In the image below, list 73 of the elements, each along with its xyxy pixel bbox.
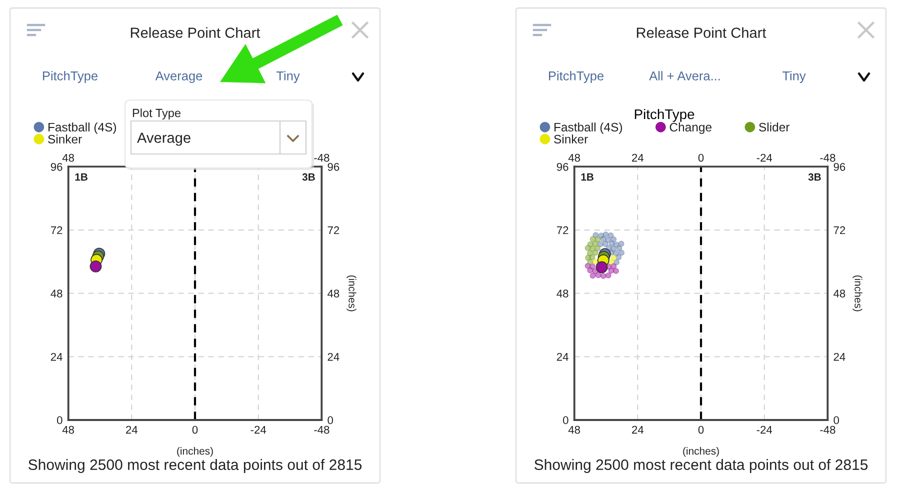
text: PitchType xyxy=(42,71,98,83)
text: Average xyxy=(137,132,190,146)
y2-axis-title: (inches) xyxy=(852,275,862,312)
x-axis-title: (inches) xyxy=(177,447,213,457)
chart-title: Release Point Chart xyxy=(636,27,766,38)
x-tick-label: 24 xyxy=(126,426,138,434)
y2-tick-label: 0 xyxy=(328,416,333,424)
y-tick-label: 24 xyxy=(50,352,62,361)
point xyxy=(600,272,606,279)
y2-tick-label: 0 xyxy=(834,416,839,424)
y2-tick-label: 48 xyxy=(328,290,340,298)
text: Showing 2500 most recent data points out of 2815 xyxy=(28,459,362,473)
text: PitchType xyxy=(548,71,604,83)
text: Average xyxy=(155,72,202,83)
y2-axis-title: (inches) xyxy=(346,275,356,312)
text: Plot Type xyxy=(132,108,180,120)
legend-title: PitchType xyxy=(634,108,694,122)
point xyxy=(590,236,596,242)
x-tick-label: -24 xyxy=(250,426,266,434)
annotation: 3B xyxy=(808,173,821,181)
point xyxy=(618,250,625,256)
legend-label: Change xyxy=(670,122,712,134)
point xyxy=(592,250,598,256)
point xyxy=(613,268,619,274)
y-tick-label: 48 xyxy=(50,290,62,298)
point xyxy=(602,241,608,247)
y2-tick-label: 72 xyxy=(834,226,846,234)
annotation: 1B xyxy=(75,173,88,181)
y2-tick-label: 24 xyxy=(834,352,846,361)
x-tick-label: 48 xyxy=(568,154,580,162)
annotation: 3B xyxy=(302,173,315,181)
legend-label: Sinker xyxy=(48,134,82,144)
y-tick-label: 0 xyxy=(563,416,568,424)
y-tick-label: 72 xyxy=(50,226,62,234)
x-axis-title: (inches) xyxy=(683,447,719,457)
text: Tiny xyxy=(276,71,300,83)
x-tick-label: -24 xyxy=(756,154,772,162)
y-tick-label: 24 xyxy=(556,352,568,361)
y2-tick-label: 24 xyxy=(328,352,340,361)
annotation: 1B xyxy=(581,173,594,181)
point xyxy=(587,258,594,265)
text: Tiny xyxy=(782,71,806,83)
legend-label: Slider xyxy=(759,122,790,132)
y-tick-label: 96 xyxy=(556,162,568,171)
x-tick-label: 0 xyxy=(192,426,198,434)
text: All + Avera... xyxy=(649,71,720,80)
point xyxy=(595,272,602,278)
y2-tick-label: 72 xyxy=(328,226,340,234)
y-tick-label: 0 xyxy=(57,416,62,424)
chart-title: Release Point Chart xyxy=(130,27,260,38)
y2-tick-label: 48 xyxy=(834,290,846,298)
point xyxy=(600,236,606,242)
y-tick-label: 48 xyxy=(556,290,568,298)
y-tick-label: 72 xyxy=(556,226,568,234)
x-tick-label: 48 xyxy=(62,426,74,434)
point xyxy=(590,272,596,279)
point xyxy=(584,244,591,251)
x-tick-label: 24 xyxy=(632,154,644,162)
point xyxy=(616,245,622,252)
legend-label: Fastball (4S) xyxy=(554,122,622,134)
legend-label: Fastball (4S) xyxy=(48,122,116,134)
point xyxy=(605,272,612,278)
x-tick-label: 0 xyxy=(698,154,704,162)
legend-label: Sinker xyxy=(554,134,588,144)
y2-tick-label: 96 xyxy=(834,162,846,171)
point xyxy=(587,267,594,274)
text: Showing 2500 most recent data points out of 2815 xyxy=(534,459,868,473)
point xyxy=(608,268,614,274)
x-tick-label: -48 xyxy=(820,154,836,162)
point xyxy=(608,240,615,246)
y-tick-label: 96 xyxy=(50,162,62,171)
y2-tick-label: 96 xyxy=(328,162,340,171)
x-tick-label: -48 xyxy=(314,426,330,434)
